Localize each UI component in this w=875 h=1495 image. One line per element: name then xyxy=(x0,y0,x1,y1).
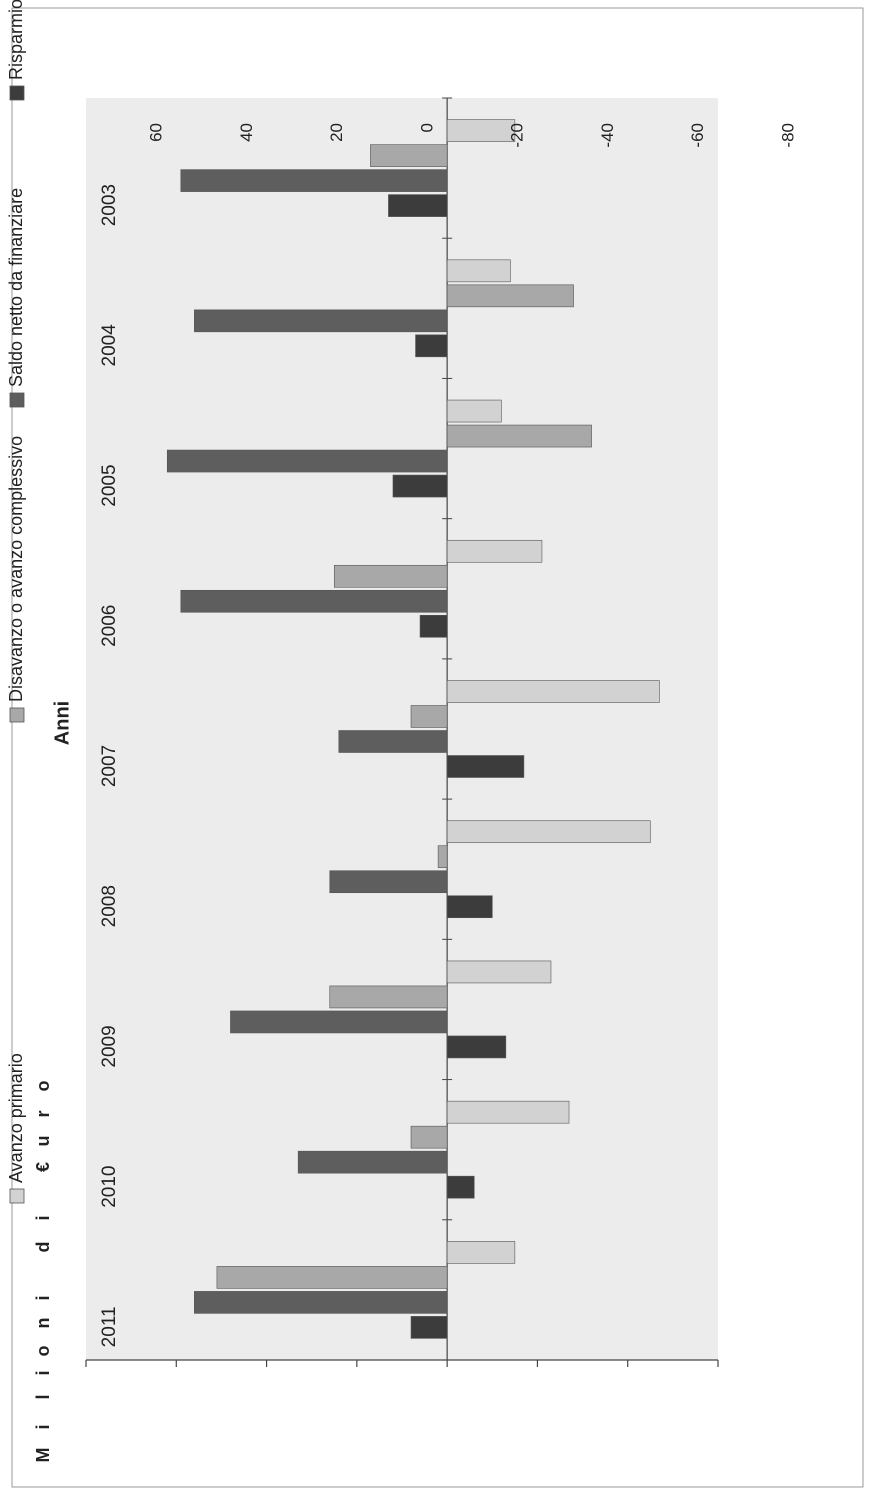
value-tick-label: -60 xyxy=(688,123,707,148)
axes xyxy=(85,97,719,1367)
y-axis-title-letter: i xyxy=(33,1295,53,1300)
bar-2007-s3 xyxy=(446,680,660,703)
y-axis-title-letter: d xyxy=(33,1242,53,1253)
legend-item-0: Risparmio pubblico xyxy=(6,0,26,101)
category-label: 2006 xyxy=(99,605,120,647)
bar-2004-s3 xyxy=(446,1100,570,1124)
x-axis-title: Anni xyxy=(51,701,73,745)
legend-label: Risparmio pubblico xyxy=(6,0,26,80)
y-axis-title: Mi l i o n i d i € u r o xyxy=(33,1081,53,1463)
plot-area xyxy=(86,98,718,1360)
y-axis-title-letter: r xyxy=(33,1110,53,1117)
legend-item-2: Disavanzo o avanzo complessivo xyxy=(6,436,26,723)
bar-2011-s2 xyxy=(370,144,448,167)
value-tick-label: -80 xyxy=(778,123,797,148)
legend-swatch xyxy=(9,85,25,101)
legend-item-3: Avanzo primario xyxy=(6,1053,26,1204)
legend-label: Avanzo primario xyxy=(6,1053,26,1183)
bar-2005-s3 xyxy=(446,960,552,984)
category-label: 2004 xyxy=(99,324,120,367)
value-tick-label: 20 xyxy=(327,123,346,142)
bar-2006-s2 xyxy=(437,845,448,869)
legend-item-1: Saldo netto da finanziare xyxy=(6,188,26,408)
bar-2003-s1 xyxy=(194,1291,448,1314)
bar-2008-s3 xyxy=(446,539,543,563)
value-tick-label: 40 xyxy=(237,123,256,142)
bar-2007-s1 xyxy=(338,730,448,753)
bar-2004-s2 xyxy=(410,1125,448,1149)
bar-2008-s2 xyxy=(333,564,448,588)
value-tick-label: -40 xyxy=(598,123,617,148)
bar-2010-s2 xyxy=(446,284,574,308)
bar-2011-s3 xyxy=(446,119,516,142)
y-axis-title-letter: € xyxy=(33,1162,53,1172)
bar-2005-s1 xyxy=(230,1010,448,1034)
bar-2003-s3 xyxy=(446,1241,516,1264)
bar-2003-s2 xyxy=(216,1266,448,1289)
bars xyxy=(166,119,660,1339)
y-axis-title-letter: o xyxy=(33,1346,53,1357)
value-tick-label: 0 xyxy=(417,123,436,132)
bar-2010-s1 xyxy=(194,309,448,333)
bar-2010-s3 xyxy=(446,259,511,283)
legend-label: Disavanzo o avanzo complessivo xyxy=(6,436,26,702)
legend-swatch xyxy=(9,392,25,408)
rotated-labels: -80 -60 -40 -20 0 20 40 60 2003 2004 2005 2006 2007 2… xyxy=(6,0,798,1347)
category-label: 2003 xyxy=(99,184,120,226)
bar-2009-s3 xyxy=(446,399,502,423)
bar-2004-s0 xyxy=(446,1175,475,1199)
bar-2007-s2 xyxy=(410,705,448,728)
y-axis-title-letter: o xyxy=(33,1081,53,1092)
y-axis-title-letter: u xyxy=(33,1136,53,1147)
category-label: 2011 xyxy=(99,1306,120,1347)
category-label: 2007 xyxy=(99,745,120,787)
legend-label: Saldo netto da finanziare xyxy=(6,188,26,387)
category-label: 2009 xyxy=(99,1025,120,1067)
bar-2007-s0 xyxy=(446,755,525,778)
bar-2004-s1 xyxy=(297,1150,448,1174)
bar-2009-s0 xyxy=(392,474,448,498)
bar-2005-s0 xyxy=(446,1035,507,1059)
legend-swatch xyxy=(9,1188,25,1204)
y-axis-title-letter: M xyxy=(33,1448,53,1463)
bar-2008-s0 xyxy=(419,614,448,638)
value-tick-label: 60 xyxy=(146,123,165,142)
bar-2006-s3 xyxy=(446,820,651,844)
value-tick-label: -20 xyxy=(508,123,527,148)
y-axis-title-letter: i xyxy=(33,1424,53,1429)
bar-2006-s0 xyxy=(446,895,493,919)
bar-2008-s1 xyxy=(180,589,448,613)
y-axis-title-letter: l xyxy=(33,1394,53,1399)
legend-swatch xyxy=(9,707,25,723)
category-label: 2005 xyxy=(99,464,120,506)
bar-2009-s2 xyxy=(446,424,592,448)
bar-2005-s2 xyxy=(329,985,448,1009)
y-axis-title-letter: i xyxy=(33,1370,53,1375)
y-axis-title-letter: i xyxy=(33,1215,53,1220)
bar-2011-s1 xyxy=(180,169,448,192)
bar-2006-s1 xyxy=(329,870,448,894)
bar-2003-s0 xyxy=(410,1316,448,1339)
category-label: 2008 xyxy=(99,885,120,927)
y-axis-title-letter: n xyxy=(33,1318,53,1329)
category-label: 2010 xyxy=(99,1166,120,1208)
bar-2009-s1 xyxy=(166,449,448,473)
bar-2010-s0 xyxy=(415,334,448,358)
bar-2011-s0 xyxy=(388,194,448,217)
